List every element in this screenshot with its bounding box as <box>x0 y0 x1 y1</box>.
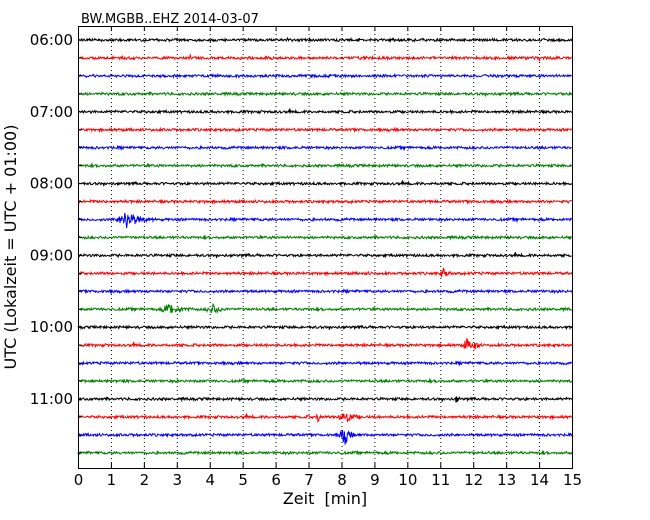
x-tick-label: 14 <box>530 471 549 489</box>
trace-0800 <box>77 180 573 187</box>
trace-0645 <box>77 90 573 98</box>
y-tick-label: 09:00 <box>30 246 73 264</box>
trace-1030 <box>77 360 573 367</box>
trace-0700 <box>77 108 573 116</box>
y-tick-label: 11:00 <box>30 390 73 408</box>
trace-1100 <box>77 396 573 403</box>
trace-1130 <box>77 429 573 445</box>
trace-0900 <box>77 252 572 259</box>
trace-1000 <box>77 324 573 331</box>
trace-1015 <box>77 338 573 350</box>
x-tick-label: 13 <box>497 471 516 489</box>
x-tick-label: 15 <box>563 471 582 489</box>
x-tick-label: 4 <box>205 471 215 489</box>
trace-0615 <box>77 53 573 62</box>
trace-0915 <box>77 267 573 278</box>
x-tick-label: 7 <box>304 471 314 489</box>
y-tick-label: 08:00 <box>30 175 73 193</box>
plot-area <box>78 26 572 468</box>
trace-0630 <box>77 72 572 80</box>
y-axis-label: UTC (Lokalzeit = UTC + 01:00) <box>1 125 20 370</box>
y-tick-label: 07:00 <box>30 103 73 121</box>
x-tick-label: 9 <box>370 471 380 489</box>
plot-frame <box>78 26 573 469</box>
trace-0845 <box>77 234 573 241</box>
trace-1115 <box>77 413 573 424</box>
trace-0945 <box>77 302 573 315</box>
x-tick-label: 6 <box>271 471 281 489</box>
trace-0815 <box>77 198 573 205</box>
grid-lines <box>110 26 541 468</box>
trace-0745 <box>77 162 573 169</box>
trace-0730 <box>77 144 572 152</box>
y-axis: 06:00 07:00 08:00 09:00 10:00 11:00 <box>30 31 82 454</box>
x-axis-label: Zeit [min] <box>283 489 367 508</box>
x-tick-label: 10 <box>398 471 417 489</box>
x-tick-label: 2 <box>140 471 150 489</box>
trace-0600 <box>77 36 573 43</box>
chart-title: BW.MGBB..EHZ 2014-03-07 <box>81 12 259 27</box>
x-tick-label: 5 <box>238 471 248 489</box>
traces <box>77 36 573 457</box>
x-tick-label: 1 <box>107 471 117 489</box>
trace-0830 <box>77 212 573 229</box>
trace-1045 <box>77 377 573 385</box>
x-tick-label: 0 <box>74 471 84 489</box>
x-tick-label: 3 <box>173 471 183 489</box>
x-tick-label: 11 <box>431 471 450 489</box>
y-tick-label: 06:00 <box>30 31 73 49</box>
trace-1145 <box>77 449 573 457</box>
x-tick-label: 12 <box>464 471 483 489</box>
x-tick-label: 8 <box>337 471 347 489</box>
x-axis: 0 1 2 3 4 5 6 7 8 9 10 11 12 13 14 15 <box>74 26 582 489</box>
y-tick-label: 10:00 <box>30 318 73 336</box>
trace-0930 <box>77 288 573 295</box>
trace-0715 <box>77 126 573 134</box>
